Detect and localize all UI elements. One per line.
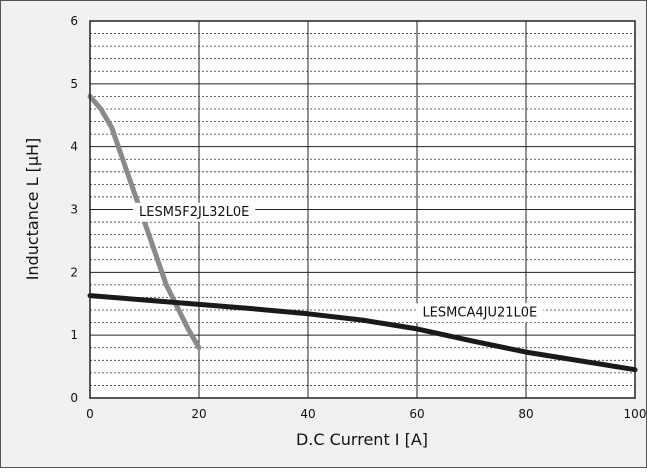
series-line-0: [87, 93, 202, 351]
x-tick-label: 80: [518, 407, 533, 421]
series-label-0: LESM5F2JL32L0E: [133, 202, 256, 222]
y-tick-label: 2: [70, 265, 78, 279]
series-line-1: [87, 293, 638, 373]
x-tick-label: 60: [409, 407, 424, 421]
tick-labels: 0 20 40 60 80 100 0 1 2 3 4 5 6: [70, 14, 646, 421]
series-lines: [87, 93, 638, 373]
series-label-text: LESMCA4JU21L0E: [422, 305, 537, 320]
x-tick-label: 20: [191, 407, 206, 421]
y-tick-label: 1: [70, 328, 78, 342]
series-label-1: LESMCA4JU21L0E: [416, 303, 544, 323]
x-tick-label: 100: [624, 407, 646, 421]
x-axis-title: D.C Current I [A]: [296, 430, 428, 449]
y-tick-label: 4: [70, 140, 78, 154]
series-label-background: [133, 202, 256, 222]
y-axis-title: Inductance L [μH]: [23, 138, 42, 281]
y-tick-label: 5: [70, 77, 78, 91]
series-label-text: LESM5F2JL32L0E: [139, 205, 249, 220]
x-tick-label: 0: [86, 407, 94, 421]
series-labels: LESM5F2JL32L0E LESMCA4JU21L0E: [133, 202, 544, 323]
y-tick-label: 3: [70, 203, 78, 217]
series-label-background: [416, 303, 544, 323]
plot-border: [89, 20, 636, 399]
x-tick-label: 40: [300, 407, 315, 421]
y-tick-label: 6: [70, 14, 78, 28]
y-tick-label: 0: [70, 391, 78, 405]
